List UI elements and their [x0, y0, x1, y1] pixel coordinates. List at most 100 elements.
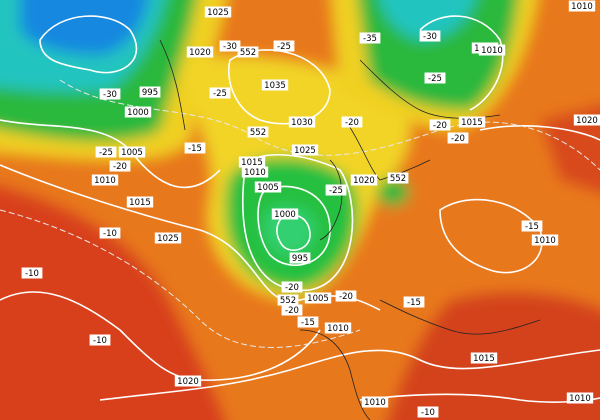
contour-label: 1010 — [531, 234, 559, 246]
contour-label: -10 — [99, 227, 121, 239]
contour-label: 1025 — [291, 144, 319, 156]
label-text: -20 — [285, 306, 299, 316]
contour-label: 1020 — [186, 46, 214, 58]
label-text: 1025 — [207, 8, 229, 18]
label-box — [139, 86, 161, 98]
contour-label: 1000 — [124, 106, 152, 118]
contour-label: 1010 — [568, 0, 596, 12]
label-text: 1010 — [364, 398, 386, 408]
label-text: 1020 — [576, 116, 598, 126]
label-box — [209, 87, 231, 99]
label-text: 552 — [390, 174, 406, 184]
label-text: 1010 — [481, 46, 503, 56]
label-box — [99, 227, 121, 239]
label-box — [289, 252, 311, 264]
contour-label: -25 — [424, 72, 446, 84]
contour-label: 1010 — [91, 174, 119, 186]
contour-label: -30 — [219, 40, 241, 52]
label-text: -15 — [188, 144, 202, 154]
label-box — [361, 396, 389, 408]
contour-label: -35 — [359, 32, 381, 44]
label-box — [470, 352, 498, 364]
label-box — [237, 46, 259, 58]
label-box — [247, 126, 269, 138]
label-box — [288, 116, 316, 128]
contour-label: -20 — [335, 290, 357, 302]
label-box — [154, 232, 182, 244]
contour-label: 1010 — [241, 166, 269, 178]
label-text: 552 — [240, 48, 256, 58]
label-box — [281, 304, 303, 316]
label-text: 1020 — [189, 48, 211, 58]
contour-label: -15 — [184, 142, 206, 154]
label-box — [241, 166, 269, 178]
contour-label: 1010 — [361, 396, 389, 408]
contour-label: -15 — [403, 296, 425, 308]
label-text: -20 — [113, 162, 127, 172]
contour-label: 1010 — [478, 44, 506, 56]
contour-label: 1010 — [324, 322, 352, 334]
contour-label: -25 — [209, 87, 231, 99]
label-text: -20 — [339, 292, 353, 302]
label-text: 1005 — [121, 148, 143, 158]
label-text: 1010 — [534, 236, 556, 246]
contour-label: -30 — [99, 88, 121, 100]
contour-label: -20 — [341, 116, 363, 128]
label-text: -20 — [451, 134, 465, 144]
contour-label: 1015 — [238, 156, 266, 168]
label-box — [118, 146, 146, 158]
label-text: 552 — [250, 128, 266, 138]
label-text: 1005 — [257, 183, 279, 193]
contour-label: 1020 — [174, 375, 202, 387]
label-box — [291, 144, 319, 156]
label-text: 1030 — [291, 118, 313, 128]
contour-label: 1015 — [126, 196, 154, 208]
contour-label: 1005 — [118, 146, 146, 158]
contour-label: 1005 — [254, 181, 282, 193]
label-box — [424, 72, 446, 84]
contour-label: 1015 — [470, 352, 498, 364]
label-text: 1020 — [353, 176, 375, 186]
contour-label: 1000 — [271, 208, 299, 220]
label-text: 1035 — [264, 81, 286, 91]
label-text: 1025 — [294, 146, 316, 156]
contour-label: 1035 — [261, 79, 289, 91]
label-text: -10 — [103, 229, 117, 239]
label-box — [271, 208, 299, 220]
contour-label: 552 — [387, 172, 409, 184]
label-text: 1020 — [177, 377, 199, 387]
label-box — [91, 174, 119, 186]
label-box — [324, 322, 352, 334]
label-box — [204, 6, 232, 18]
label-text: 1015 — [129, 198, 151, 208]
label-text: -20 — [433, 121, 447, 131]
label-box — [99, 88, 121, 100]
contour-label: 1030 — [288, 116, 316, 128]
label-box — [531, 234, 559, 246]
label-box — [304, 292, 332, 304]
contour-label: 1025 — [154, 232, 182, 244]
contour-label: 552 — [277, 294, 299, 306]
label-text: 1010 — [94, 176, 116, 186]
contour-label: -20 — [281, 281, 303, 293]
contour-label: -25 — [273, 40, 295, 52]
label-box — [568, 0, 596, 12]
label-text: -25 — [99, 148, 113, 158]
contour-label: -20 — [109, 160, 131, 172]
label-text: 1015 — [461, 118, 483, 128]
label-box — [95, 146, 117, 158]
label-box — [174, 375, 202, 387]
label-box — [21, 267, 43, 279]
label-text: -20 — [345, 118, 359, 128]
label-box — [419, 30, 441, 42]
label-box — [573, 114, 600, 126]
label-box — [261, 79, 289, 91]
contour-label: 1010 — [566, 392, 594, 404]
label-box — [429, 119, 451, 131]
label-box — [124, 106, 152, 118]
label-text: -30 — [223, 42, 237, 52]
label-text: 1010 — [244, 168, 266, 178]
label-box — [335, 290, 357, 302]
